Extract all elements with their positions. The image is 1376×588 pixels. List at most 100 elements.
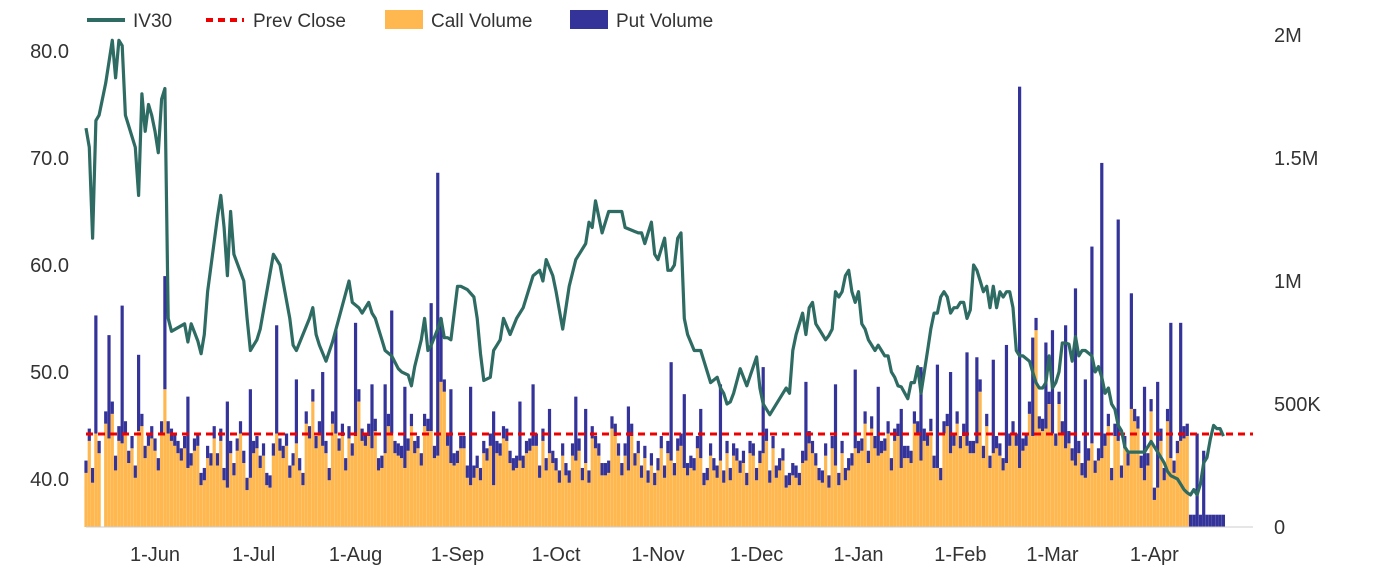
put-volume-bar[interactable] <box>827 475 831 488</box>
put-volume-bar[interactable] <box>488 433 492 446</box>
call-volume-bar[interactable] <box>544 470 548 527</box>
put-volume-bar[interactable] <box>288 465 292 478</box>
put-volume-bar[interactable] <box>367 423 371 436</box>
put-volume-bar[interactable] <box>1004 344 1009 464</box>
call-volume-bar[interactable] <box>1093 472 1097 527</box>
put-volume-bar[interactable] <box>518 401 522 461</box>
put-volume-bar[interactable] <box>495 440 499 454</box>
put-volume-bar[interactable] <box>1215 514 1219 527</box>
put-volume-bar[interactable] <box>715 465 719 478</box>
put-volume-bar[interactable] <box>824 443 828 456</box>
call-volume-bar[interactable] <box>87 440 91 527</box>
call-volume-bar[interactable] <box>347 438 351 527</box>
put-volume-bar[interactable] <box>294 379 298 444</box>
call-volume-bar[interactable] <box>1146 465 1150 528</box>
put-volume-bar[interactable] <box>968 440 972 454</box>
call-volume-bar[interactable] <box>958 448 963 527</box>
call-volume-bar[interactable] <box>962 435 966 527</box>
put-volume-bar[interactable] <box>515 455 519 468</box>
put-volume-bar[interactable] <box>679 433 683 446</box>
put-volume-bar[interactable] <box>1136 416 1140 429</box>
put-volume-bar[interactable] <box>284 433 289 446</box>
put-volume-bar[interactable] <box>988 455 992 468</box>
put-volume-bar[interactable] <box>978 379 982 392</box>
put-volume-bar[interactable] <box>830 435 834 449</box>
call-volume-bar[interactable] <box>538 477 542 527</box>
call-volume-bar[interactable] <box>847 470 851 527</box>
call-volume-bar[interactable] <box>547 453 552 527</box>
put-volume-bar[interactable] <box>791 463 795 476</box>
put-volume-bar[interactable] <box>919 367 923 461</box>
put-volume-bar[interactable] <box>419 453 423 466</box>
call-volume-bar[interactable] <box>1070 460 1074 527</box>
put-volume-bar[interactable] <box>676 438 680 451</box>
call-volume-bar[interactable] <box>515 467 519 527</box>
call-volume-bar[interactable] <box>692 470 696 527</box>
put-volume-bar[interactable] <box>784 475 788 488</box>
put-volume-bar[interactable] <box>133 465 137 478</box>
call-volume-bar[interactable] <box>94 433 98 527</box>
put-volume-bar[interactable] <box>242 450 246 464</box>
put-volume-bar[interactable] <box>209 453 213 466</box>
put-volume-bar[interactable] <box>962 423 966 436</box>
call-volume-bar[interactable] <box>659 448 663 527</box>
call-volume-bar[interactable] <box>561 455 565 527</box>
put-volume-bar[interactable] <box>1208 514 1212 527</box>
put-volume-bar[interactable] <box>1034 317 1038 331</box>
put-volume-bar[interactable] <box>107 335 111 439</box>
call-volume-bar[interactable] <box>140 426 144 527</box>
call-volume-bar[interactable] <box>136 431 141 527</box>
put-volume-bar[interactable] <box>492 411 496 486</box>
put-volume-bar[interactable] <box>630 423 634 436</box>
call-volume-bar[interactable] <box>718 460 723 527</box>
put-volume-bar[interactable] <box>163 276 167 390</box>
put-volume-bar[interactable] <box>554 458 558 471</box>
put-volume-bar[interactable] <box>732 443 736 456</box>
put-volume-bar[interactable] <box>232 463 236 476</box>
put-volume-bar[interactable] <box>370 384 374 449</box>
call-volume-bar[interactable] <box>748 453 752 527</box>
put-volume-bar[interactable] <box>314 435 318 449</box>
put-volume-bar[interactable] <box>692 458 696 471</box>
put-volume-bar[interactable] <box>1221 514 1226 527</box>
call-volume-bar[interactable] <box>735 460 739 527</box>
put-volume-bar[interactable] <box>110 401 114 414</box>
call-volume-bar[interactable] <box>1044 428 1048 527</box>
call-volume-bar[interactable] <box>192 450 197 527</box>
put-volume-bar[interactable] <box>472 465 476 478</box>
call-volume-bar[interactable] <box>797 485 801 527</box>
put-volume-bar[interactable] <box>340 423 345 436</box>
put-volume-bar[interactable] <box>1192 514 1196 527</box>
put-volume-bar[interactable] <box>173 433 177 446</box>
put-volume-bar[interactable] <box>143 445 147 459</box>
call-volume-bar[interactable] <box>906 458 910 527</box>
call-volume-bar[interactable] <box>146 445 151 527</box>
call-volume-bar[interactable] <box>258 467 262 527</box>
call-volume-bar[interactable] <box>955 423 959 527</box>
call-volume-bar[interactable] <box>268 487 272 527</box>
put-volume-bar[interactable] <box>265 472 269 486</box>
call-volume-bar[interactable] <box>452 465 456 528</box>
put-volume-bar[interactable] <box>439 317 443 382</box>
put-volume-bar[interactable] <box>847 458 851 471</box>
put-volume-bar[interactable] <box>1018 86 1022 468</box>
put-volume-bar[interactable] <box>1067 431 1071 444</box>
put-volume-bar[interactable] <box>1077 440 1081 454</box>
call-volume-bar[interactable] <box>1064 448 1068 527</box>
put-volume-bar[interactable] <box>547 408 552 454</box>
put-volume-bar[interactable] <box>801 450 805 464</box>
put-volume-bar[interactable] <box>426 418 430 432</box>
put-volume-bar[interactable] <box>376 458 381 471</box>
put-volume-bar[interactable] <box>202 467 206 481</box>
put-volume-bar[interactable] <box>442 379 446 392</box>
call-volume-bar[interactable] <box>837 485 841 527</box>
call-volume-bar[interactable] <box>807 443 811 527</box>
call-volume-bar[interactable] <box>1077 453 1081 527</box>
put-volume-bar[interactable] <box>1024 433 1028 446</box>
call-volume-bar[interactable] <box>186 467 190 527</box>
call-volume-bar[interactable] <box>113 470 118 527</box>
call-volume-bar[interactable] <box>870 428 874 527</box>
call-volume-bar[interactable] <box>1113 435 1117 527</box>
call-volume-bar[interactable] <box>390 433 394 527</box>
put-volume-bar[interactable] <box>755 467 759 481</box>
